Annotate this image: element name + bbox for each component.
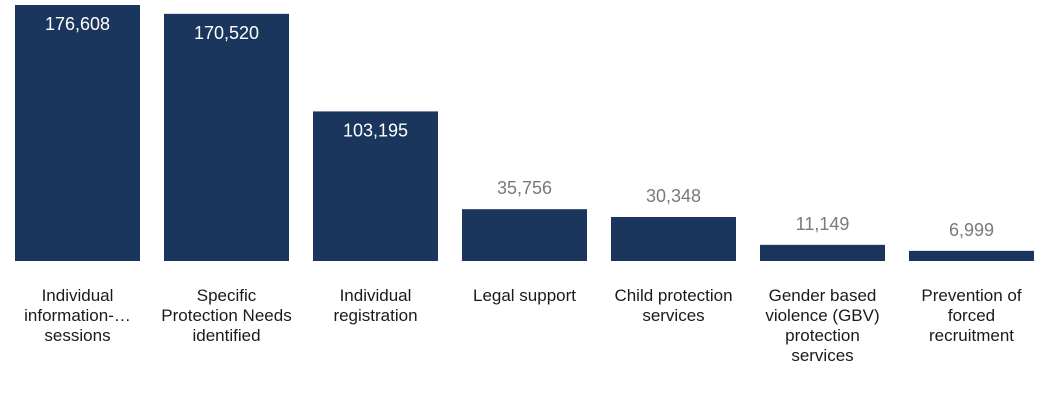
bar-4: [611, 217, 736, 261]
category-label-5: Gender based violence (GBV) protection s…: [765, 286, 880, 365]
data-label-0: 176,608: [45, 14, 110, 34]
data-label-4: 30,348: [646, 186, 701, 206]
category-label-4: Child protection services: [614, 286, 733, 325]
bar-0: [15, 5, 140, 261]
category-label-2: Individual registration: [333, 286, 418, 325]
category-label-0: Individual information-… sessions: [24, 286, 131, 345]
category-label-1: Specific Protection Needs identified: [161, 286, 292, 345]
bar-2: [313, 111, 438, 261]
bar-6: [909, 250, 1034, 261]
bar-3: [462, 209, 587, 261]
data-label-1: 170,520: [194, 23, 259, 43]
data-label-6: 6,999: [949, 220, 994, 240]
data-label-3: 35,756: [497, 178, 552, 198]
data-label-2: 103,195: [343, 120, 408, 140]
data-label-5: 11,149: [796, 214, 850, 234]
category-label-6: Prevention of forced recruitment: [921, 286, 1022, 345]
bar-5: [760, 244, 885, 261]
category-label-3: Legal support: [472, 286, 577, 305]
bar-1: [164, 13, 289, 262]
